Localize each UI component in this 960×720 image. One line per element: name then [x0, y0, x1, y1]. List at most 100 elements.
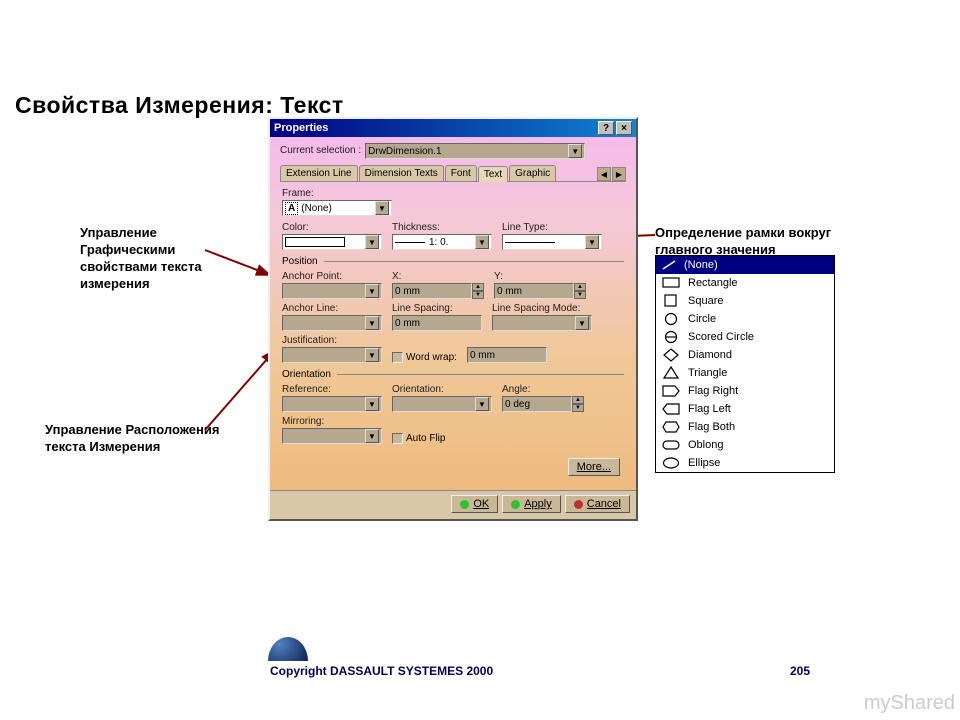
dialog-title: Properties — [274, 122, 328, 134]
apply-label: Apply — [524, 498, 552, 510]
mirroring-label: Mirroring: — [282, 416, 382, 427]
popup-item-label: Diamond — [688, 349, 732, 361]
slide-title: Свойства Измерения: Текст — [15, 92, 344, 119]
ok-dot-icon — [460, 500, 469, 509]
y-spinner[interactable]: ▲▼ — [574, 283, 586, 299]
circle-frame-icon — [662, 312, 680, 326]
reference-combo[interactable]: ▼ — [282, 396, 382, 412]
mirroring-combo[interactable]: ▼ — [282, 428, 382, 444]
thickness-label: Thickness: — [392, 222, 492, 233]
anchor-point-combo[interactable]: ▼ — [282, 283, 382, 299]
globe-icon — [268, 637, 308, 661]
line-spacing-value: 0 mm — [395, 318, 420, 329]
annotation-frame: Определение рамки вокруг главного значен… — [655, 225, 855, 259]
apply-button[interactable]: Apply — [502, 495, 561, 513]
watermark: myShared — [864, 692, 955, 715]
angle-spinner[interactable]: ▲▼ — [572, 396, 584, 412]
cancel-button[interactable]: Cancel — [565, 495, 630, 513]
popup-item-square[interactable]: Square — [656, 292, 834, 310]
thickness-combo[interactable]: 1: 0. ▼ — [392, 234, 492, 250]
help-button[interactable]: ? — [598, 121, 614, 135]
frame-combo[interactable]: A (None) ▼ — [282, 200, 392, 216]
chevron-down-icon[interactable]: ▼ — [375, 201, 389, 215]
popup-item-label: Triangle — [688, 367, 727, 379]
y-label: Y: — [494, 271, 586, 282]
tab-graphic[interactable]: Graphic — [509, 165, 556, 181]
dialog-titlebar[interactable]: Properties ? × — [270, 119, 636, 137]
chevron-down-icon[interactable]: ▼ — [365, 348, 379, 362]
chevron-down-icon[interactable]: ▼ — [365, 316, 379, 330]
ellipse-frame-icon — [662, 456, 680, 470]
line-spacing-input[interactable]: 0 mm — [392, 315, 482, 331]
properties-dialog: Properties ? × Current selection : DrwDi… — [268, 117, 638, 521]
frame-preview-icon: A — [285, 202, 298, 215]
annotation-graphics: Управление Графическими свойствами текст… — [80, 225, 240, 293]
popup-item-label: (None) — [684, 259, 718, 271]
reference-label: Reference: — [282, 384, 382, 395]
tab-font[interactable]: Font — [445, 165, 477, 181]
popup-item-label: Flag Left — [688, 403, 731, 415]
chevron-down-icon[interactable]: ▼ — [365, 429, 379, 443]
popup-selected[interactable]: (None) — [656, 256, 834, 274]
chevron-down-icon[interactable]: ▼ — [365, 284, 379, 298]
justification-combo[interactable]: ▼ — [282, 347, 382, 363]
popup-item-label: Flag Both — [688, 421, 735, 433]
chevron-down-icon[interactable]: ▼ — [365, 397, 379, 411]
chevron-down-icon[interactable]: ▼ — [365, 235, 379, 249]
tab-scroll-right[interactable]: ▶ — [612, 167, 626, 181]
cancel-label: Cancel — [587, 498, 621, 510]
popup-item-circle[interactable]: Circle — [656, 310, 834, 328]
current-selection-combo[interactable]: DrwDimension.1 ▼ — [365, 143, 585, 159]
angle-input[interactable]: 0 deg — [502, 396, 572, 412]
chevron-down-icon[interactable]: ▼ — [575, 316, 589, 330]
popup-item-flag-right[interactable]: Flag Right — [656, 382, 834, 400]
tab-scroll-left[interactable]: ◀ — [597, 167, 611, 181]
ok-button[interactable]: OK — [451, 495, 498, 513]
color-combo[interactable]: ▼ — [282, 234, 382, 250]
popup-item-flag-left[interactable]: Flag Left — [656, 400, 834, 418]
orientation-combo[interactable]: ▼ — [392, 396, 492, 412]
x-spinner[interactable]: ▲▼ — [472, 283, 484, 299]
anchor-line-combo[interactable]: ▼ — [282, 315, 382, 331]
y-value: 0 mm — [497, 286, 522, 297]
close-button[interactable]: × — [616, 121, 632, 135]
word-wrap-input[interactable]: 0 mm — [467, 347, 547, 363]
word-wrap-checkbox[interactable]: Word wrap: — [392, 352, 457, 363]
annotation-position: Управление Расположения текста Измерения — [45, 422, 225, 456]
chevron-down-icon[interactable]: ▼ — [585, 235, 599, 249]
more-button[interactable]: More... — [568, 458, 620, 476]
scored-circle-frame-icon — [662, 330, 680, 344]
popup-item-label: Circle — [688, 313, 716, 325]
chevron-down-icon[interactable]: ▼ — [475, 397, 489, 411]
x-input[interactable]: 0 mm — [392, 283, 472, 299]
flag-left-frame-icon — [662, 402, 680, 416]
popup-item-label: Oblong — [688, 439, 723, 451]
popup-item-triangle[interactable]: Triangle — [656, 364, 834, 382]
orientation-label: Orientation: — [392, 384, 492, 395]
popup-item-flag-both[interactable]: Flag Both — [656, 418, 834, 436]
line-spacing-mode-combo[interactable]: ▼ — [492, 315, 592, 331]
tab-extension-line[interactable]: Extension Line — [280, 165, 358, 181]
chevron-down-icon[interactable]: ▼ — [475, 235, 489, 249]
line-spacing-label: Line Spacing: — [392, 303, 482, 314]
auto-flip-checkbox[interactable]: Auto Flip — [392, 433, 445, 444]
word-wrap-value: 0 mm — [470, 350, 495, 361]
tab-dimension-texts[interactable]: Dimension Texts — [359, 165, 444, 181]
popup-item-label: Flag Right — [688, 385, 738, 397]
popup-item-ellipse[interactable]: Ellipse — [656, 454, 834, 472]
tab-strip: Extension Line Dimension Texts Font Text… — [280, 165, 626, 181]
x-value: 0 mm — [395, 286, 420, 297]
linetype-combo[interactable]: ▼ — [502, 234, 602, 250]
frame-value: (None) — [301, 203, 332, 214]
chevron-down-icon[interactable]: ▼ — [568, 144, 582, 158]
popup-item-diamond[interactable]: Diamond — [656, 346, 834, 364]
tab-text[interactable]: Text — [478, 166, 508, 182]
linetype-label: Line Type: — [502, 222, 602, 233]
popup-item-oblong[interactable]: Oblong — [656, 436, 834, 454]
popup-item-rectangle[interactable]: Rectangle — [656, 274, 834, 292]
x-label: X: — [392, 271, 484, 282]
thickness-value: 1: 0. — [429, 237, 448, 248]
popup-item-scored-circle[interactable]: Scored Circle — [656, 328, 834, 346]
y-input[interactable]: 0 mm — [494, 283, 574, 299]
anchor-line-label: Anchor Line: — [282, 303, 382, 314]
